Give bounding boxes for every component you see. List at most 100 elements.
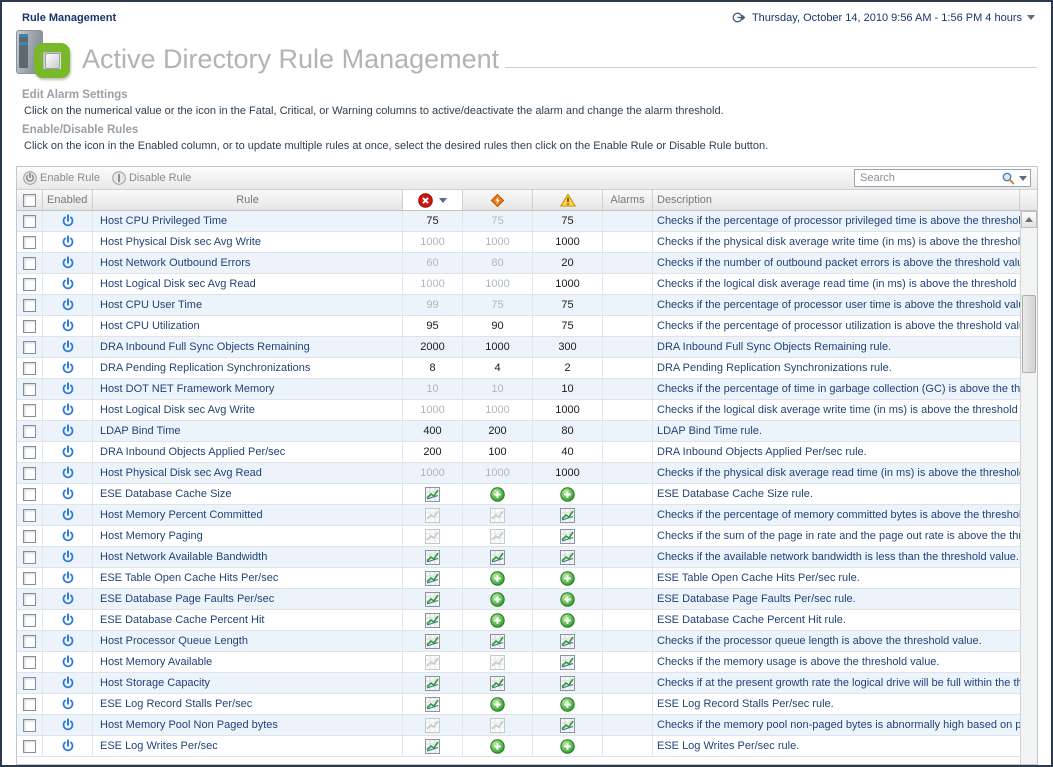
enabled-power-icon[interactable] [61,697,75,711]
warning-cell[interactable]: 75 [533,316,603,336]
fatal-cell[interactable]: 1000 [403,274,463,294]
critical-cell[interactable]: 1000 [463,463,533,483]
baseline-chart-icon[interactable] [560,717,575,733]
warning-cell[interactable]: 80 [533,421,603,441]
add-threshold-icon[interactable] [490,486,505,502]
baseline-chart-icon-disabled[interactable] [425,528,440,544]
critical-threshold-value[interactable]: 80 [491,257,504,269]
search-input[interactable] [860,172,1001,184]
warning-cell[interactable] [533,547,603,567]
enabled-power-icon[interactable] [61,340,75,354]
fatal-cell[interactable]: 400 [403,421,463,441]
enabled-power-icon[interactable] [61,361,75,375]
critical-cell[interactable]: 80 [463,253,533,273]
baseline-chart-icon[interactable] [490,675,505,691]
baseline-chart-icon-disabled[interactable] [490,654,505,670]
add-threshold-icon[interactable] [560,612,575,628]
warning-column-header[interactable] [533,190,603,210]
baseline-chart-icon-disabled[interactable] [490,528,505,544]
warning-cell[interactable] [533,715,603,735]
critical-cell[interactable]: 75 [463,211,533,231]
fatal-cell[interactable] [403,631,463,651]
add-threshold-icon[interactable] [560,486,575,502]
row-checkbox[interactable] [23,697,36,711]
fatal-cell[interactable] [403,484,463,504]
add-threshold-icon[interactable] [560,591,575,607]
enabled-power-icon[interactable] [61,592,75,606]
fatal-cell[interactable]: 1000 [403,463,463,483]
add-threshold-icon[interactable] [560,570,575,586]
enabled-power-icon[interactable] [61,718,75,732]
enabled-power-icon[interactable] [61,655,75,669]
critical-threshold-value[interactable]: 10 [491,383,504,395]
fatal-cell[interactable]: 2000 [403,337,463,357]
enabled-column-header[interactable]: Enabled [43,190,93,210]
fatal-cell[interactable] [403,610,463,630]
critical-cell[interactable] [463,526,533,546]
fatal-threshold-value[interactable]: 400 [423,425,442,437]
critical-cell[interactable] [463,610,533,630]
enabled-power-icon[interactable] [61,214,75,228]
row-checkbox[interactable] [23,214,36,228]
row-checkbox[interactable] [23,508,36,522]
row-checkbox[interactable] [23,634,36,648]
fatal-cell[interactable] [403,736,463,756]
baseline-chart-icon-disabled[interactable] [490,507,505,523]
fatal-cell[interactable]: 75 [403,211,463,231]
enabled-power-icon[interactable] [61,256,75,270]
fatal-threshold-value[interactable]: 1000 [420,404,445,416]
disable-rule-button[interactable]: Disable Rule [112,171,191,185]
fatal-cell[interactable]: 200 [403,442,463,462]
warning-cell[interactable] [533,736,603,756]
critical-threshold-value[interactable]: 4 [494,362,501,374]
critical-threshold-value[interactable]: 1000 [485,236,510,248]
critical-threshold-value[interactable]: 200 [488,425,507,437]
warning-cell[interactable] [533,631,603,651]
row-checkbox[interactable] [23,361,36,375]
critical-threshold-value[interactable]: 75 [491,299,504,311]
baseline-chart-icon-disabled[interactable] [490,717,505,733]
warning-cell[interactable] [533,673,603,693]
enabled-power-icon[interactable] [61,634,75,648]
critical-cell[interactable]: 1000 [463,400,533,420]
enabled-power-icon[interactable] [61,529,75,543]
add-threshold-icon[interactable] [560,696,575,712]
fatal-cell[interactable] [403,505,463,525]
critical-threshold-value[interactable]: 1000 [485,404,510,416]
row-checkbox[interactable] [23,592,36,606]
row-checkbox[interactable] [23,277,36,291]
warning-cell[interactable] [533,589,603,609]
row-checkbox[interactable] [23,613,36,627]
critical-threshold-value[interactable]: 1000 [485,278,510,290]
critical-cell[interactable] [463,694,533,714]
critical-column-header[interactable] [463,190,533,210]
fatal-cell[interactable] [403,673,463,693]
enabled-power-icon[interactable] [61,550,75,564]
row-checkbox[interactable] [23,403,36,417]
critical-cell[interactable] [463,568,533,588]
warning-threshold-value[interactable]: 1000 [555,236,580,248]
fatal-cell[interactable]: 8 [403,358,463,378]
critical-cell[interactable] [463,505,533,525]
critical-cell[interactable] [463,631,533,651]
fatal-cell[interactable] [403,568,463,588]
critical-cell[interactable] [463,652,533,672]
breadcrumb[interactable]: Rule Management [22,11,117,24]
fatal-cell[interactable]: 1000 [403,232,463,252]
baseline-chart-icon[interactable] [425,675,440,691]
warning-threshold-value[interactable]: 20 [561,257,574,269]
scroll-up-button[interactable] [1021,211,1037,228]
critical-threshold-value[interactable]: 75 [491,215,504,227]
row-checkbox[interactable] [23,466,36,480]
critical-cell[interactable]: 1000 [463,232,533,252]
baseline-chart-icon-disabled[interactable] [425,654,440,670]
warning-cell[interactable]: 1000 [533,400,603,420]
critical-cell[interactable]: 1000 [463,274,533,294]
fatal-threshold-value[interactable]: 95 [426,320,439,332]
enabled-power-icon[interactable] [61,487,75,501]
fatal-cell[interactable]: 60 [403,253,463,273]
critical-threshold-value[interactable]: 1000 [485,467,510,479]
enabled-power-icon[interactable] [61,382,75,396]
enabled-power-icon[interactable] [61,739,75,753]
critical-threshold-value[interactable]: 1000 [485,341,510,353]
